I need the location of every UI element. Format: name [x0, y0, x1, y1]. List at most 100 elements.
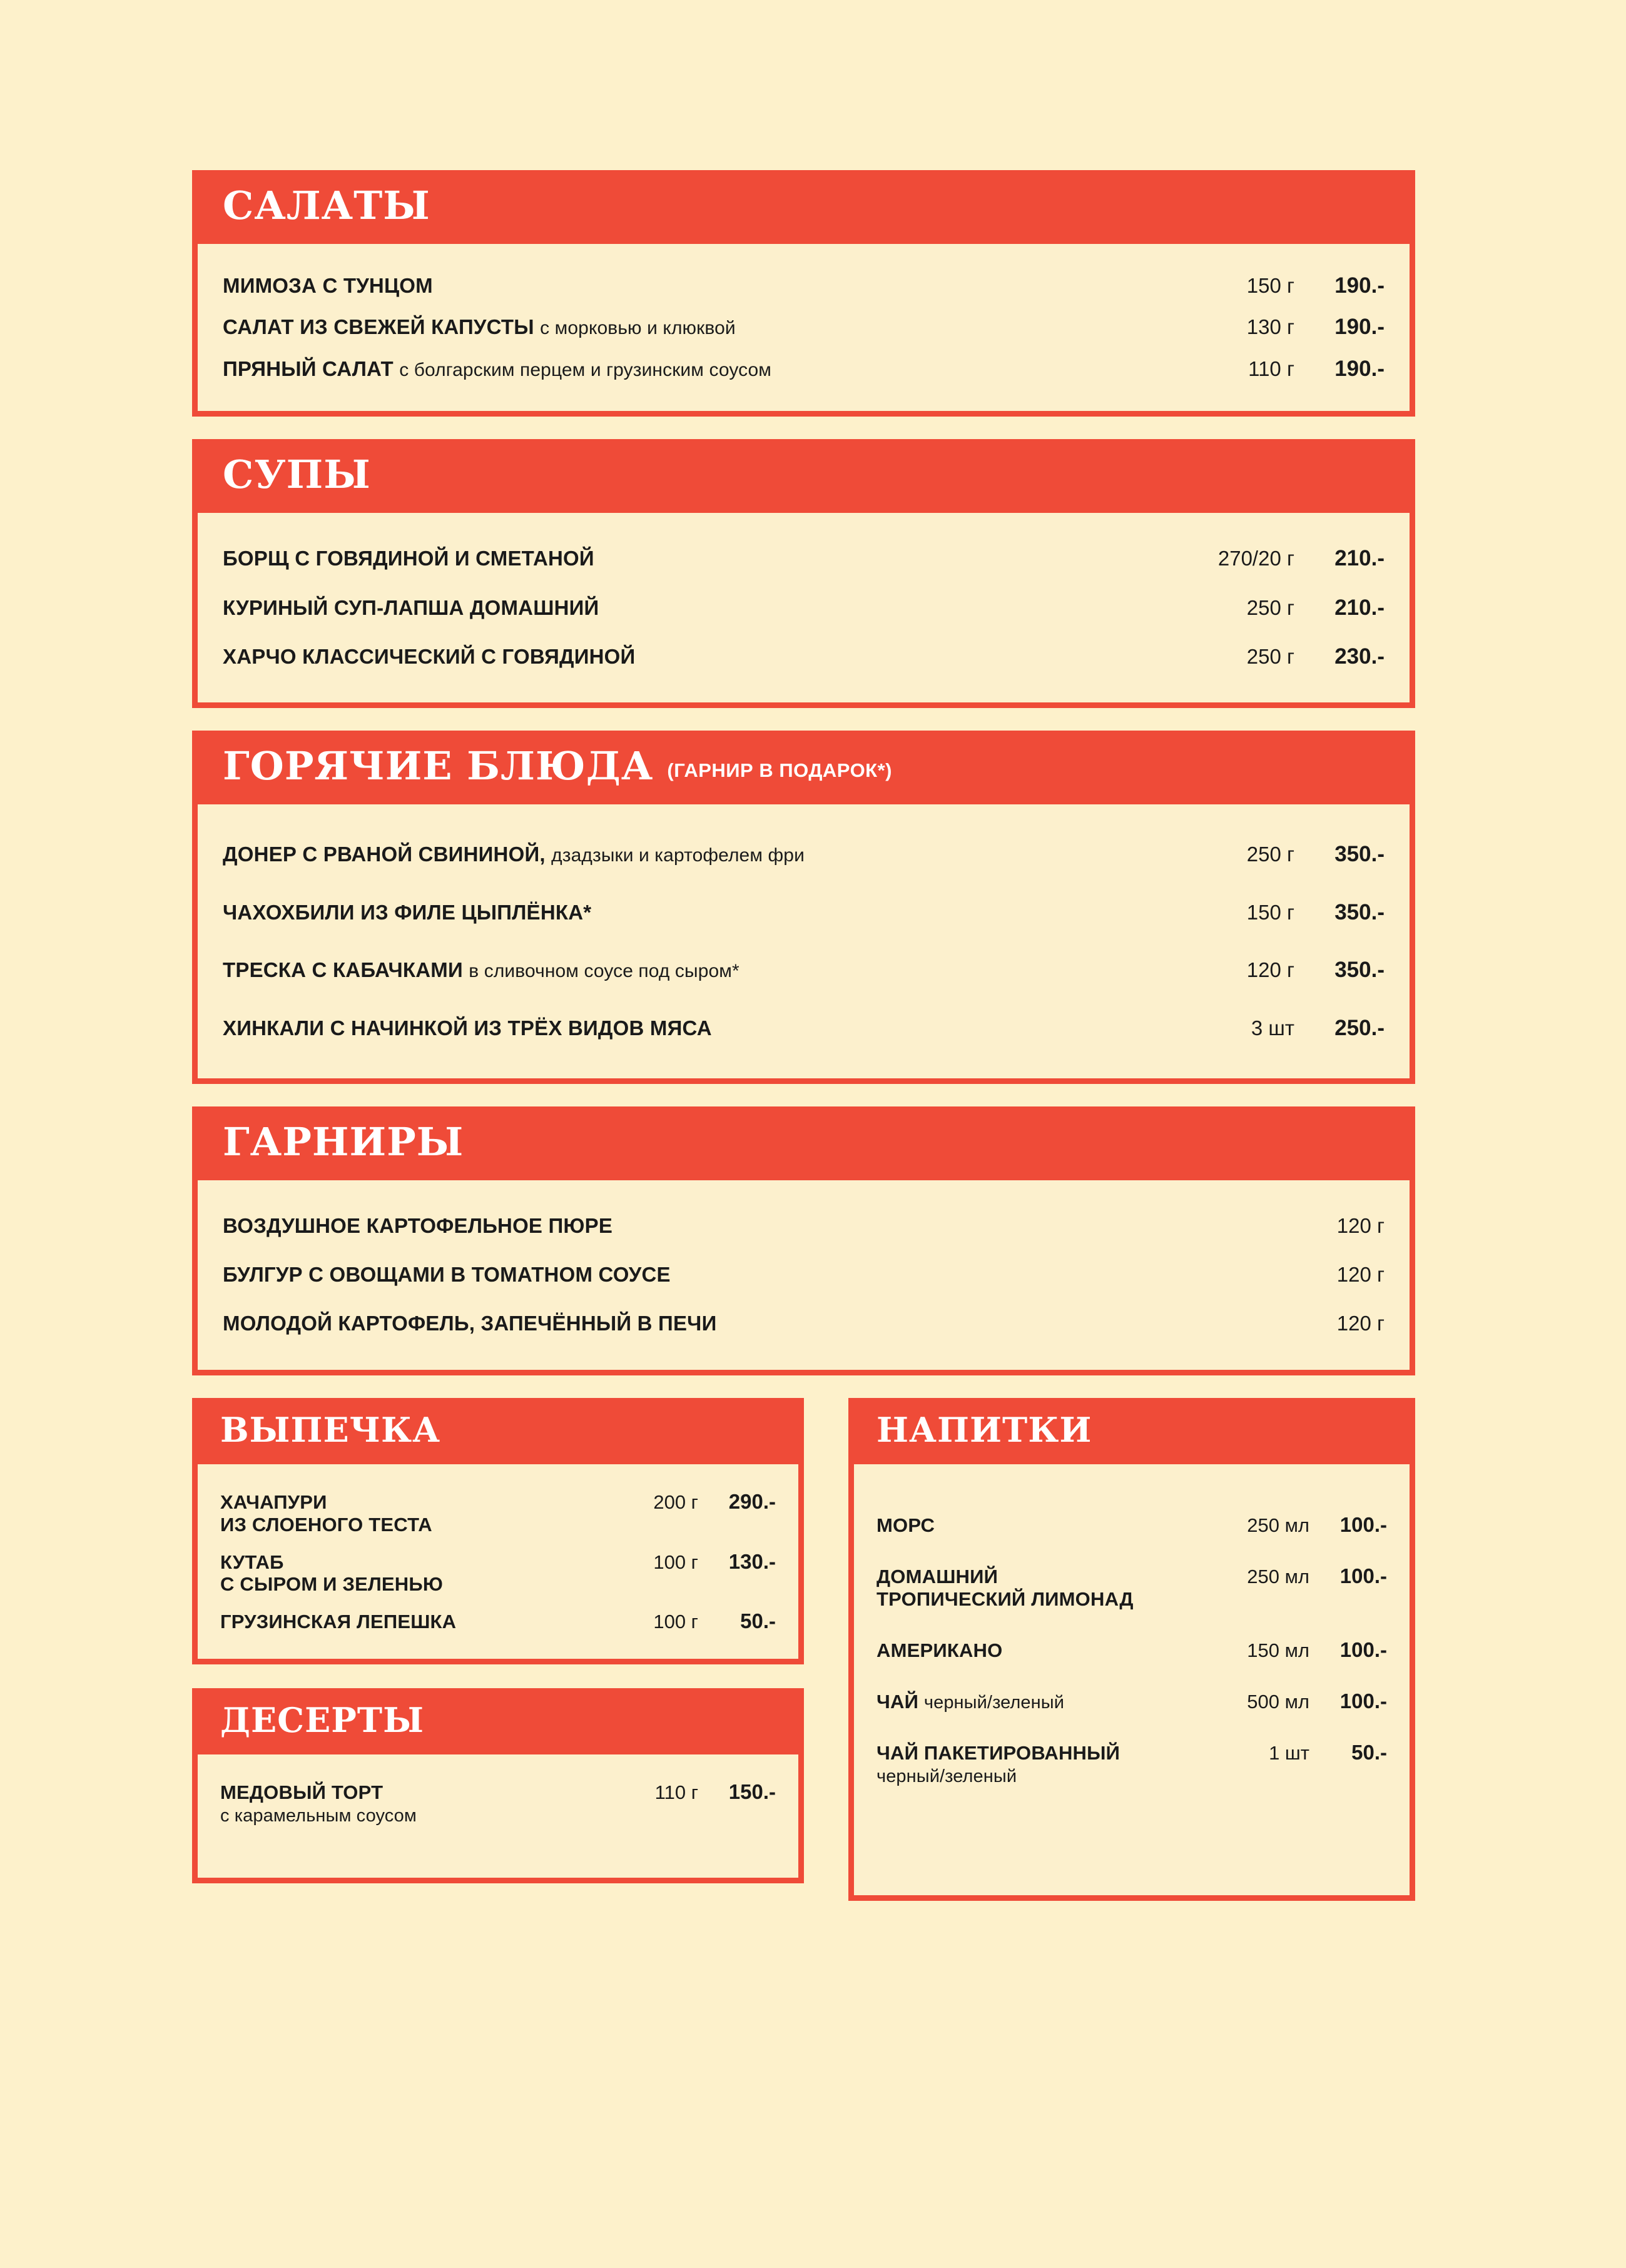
item-price: 50.- [740, 1609, 776, 1633]
menu-item-row: БОРЩ С ГОВЯДИНОЙ И СМЕТАНОЙ 270/20 г 210… [223, 534, 1385, 583]
section-title: САЛАТЫ [223, 183, 430, 228]
section-title: ДЕСЕРТЫ [220, 1700, 424, 1741]
item-price: 100.- [1339, 1564, 1387, 1587]
item-weight: 250 г [1246, 644, 1294, 668]
item-description: черный/зеленый [923, 1692, 1065, 1713]
menu-item-row: МЕДОВЫЙ ТОРТ с карамельным соусом 110 г … [220, 1773, 776, 1834]
menu-item-row: ТРЕСКА С КАБАЧКАМИ в сливочном соусе под… [223, 941, 1385, 1000]
menu-item-row: КУРИНЫЙ СУП-ЛАПША ДОМАШНИЙ 250 г 210.- [223, 584, 1385, 632]
item-name: МОЛОДОЙ КАРТОФЕЛЬ, ЗАПЕЧЁННЫЙ В ПЕЧИ [223, 1312, 717, 1335]
item-name: ХАЧАПУРИ ИЗ СЛОЕНОГО ТЕСТА [220, 1491, 432, 1536]
item-weight: 100 г [653, 1611, 698, 1633]
item-weight: 150 мл [1247, 1639, 1309, 1661]
item-name: ЧАЙ черный/зеленый [877, 1690, 1065, 1713]
section-salads-header: САЛАТЫ [198, 170, 1410, 244]
item-name: КУРИНЫЙ СУП-ЛАПША ДОМАШНИЙ [223, 595, 599, 619]
item-price: 50.- [1351, 1741, 1387, 1764]
section-drinks-items: МОРС 250 мл 100.- ДОМАШНИЙ ТРОПИЧЕСКИЙ Л… [854, 1464, 1410, 1895]
menu-item-row: ЧАХОХБИЛИ ИЗ ФИЛЕ ЦЫПЛЁНКА* 150 г 350.- [223, 884, 1385, 941]
item-price: 230.- [1334, 644, 1385, 669]
item-price: 210.- [1334, 595, 1385, 620]
item-name: ТРЕСКА С КАБАЧКАМИ в сливочном соусе под… [223, 958, 739, 982]
item-price: 190.- [1334, 315, 1385, 340]
item-weight: 250 мл [1247, 1565, 1309, 1587]
menu-item-row: ХАЧАПУРИ ИЗ СЛОЕНОГО ТЕСТА 200 г 290.- [220, 1483, 776, 1543]
item-name-line2: ИЗ СЛОЕНОГО ТЕСТА [220, 1513, 432, 1536]
item-weight: 3 шт [1251, 1016, 1294, 1040]
section-soups-items: БОРЩ С ГОВЯДИНОЙ И СМЕТАНОЙ 270/20 г 210… [198, 513, 1410, 702]
item-name-line2: С СЫРОМ И ЗЕЛЕНЬЮ [220, 1573, 444, 1596]
menu-item-row: ДОНЕР С РВАНОЙ СВИНИНОЙ, дзадзыки и карт… [223, 826, 1385, 884]
item-name: САЛАТ ИЗ СВЕЖЕЙ КАПУСТЫ с морковью и клю… [223, 315, 736, 339]
section-salads: САЛАТЫ МИМОЗА С ТУНЦОМ 150 г 190.- САЛАТ… [192, 170, 1415, 417]
item-name: ДОНЕР С РВАНОЙ СВИНИНОЙ, дзадзыки и карт… [223, 843, 805, 866]
menu-item-row: МОРС 250 мл 100.- [877, 1499, 1387, 1551]
item-name: КУТАБ С СЫРОМ И ЗЕЛЕНЬЮ [220, 1551, 444, 1596]
item-price: 130.- [728, 1549, 776, 1573]
section-drinks-header: НАПИТКИ [854, 1397, 1410, 1464]
section-desserts-header: ДЕСЕРТЫ [198, 1688, 798, 1755]
item-description: с болгарским перцем и грузинским соусом [399, 359, 772, 380]
item-price: 100.- [1339, 1689, 1387, 1713]
item-price: 100.- [1339, 1638, 1387, 1661]
section-salads-items: МИМОЗА С ТУНЦОМ 150 г 190.- САЛАТ ИЗ СВЕ… [198, 244, 1410, 411]
item-name: МИМОЗА С ТУНЦОМ [223, 274, 433, 297]
item-name: ДОМАШНИЙ ТРОПИЧЕСКИЙ ЛИМОНАД [877, 1565, 1134, 1610]
item-name: ХИНКАЛИ С НАЧИНКОЙ ИЗ ТРЁХ ВИДОВ МЯСА [223, 1016, 712, 1040]
section-title: НАПИТКИ [877, 1409, 1092, 1450]
bottom-right-column: НАПИТКИ МОРС 250 мл 100.- ДОМАШНИЙ ТРОПИ… [848, 1397, 1415, 1901]
menu-item-row: ГРУЗИНСКАЯ ЛЕПЕШКА 100 г 50.- [220, 1602, 776, 1640]
item-weight: 130 г [1246, 315, 1294, 339]
item-price: 150.- [728, 1780, 776, 1804]
section-desserts-items: МЕДОВЫЙ ТОРТ с карамельным соусом 110 г … [198, 1754, 798, 1878]
section-title: ГАРНИРЫ [223, 1118, 464, 1165]
item-weight: 1 шт [1269, 1742, 1309, 1764]
item-name: ВОЗДУШНОЕ КАРТОФЕЛЬНОЕ ПЮРЕ [223, 1213, 613, 1237]
item-weight: 150 г [1246, 274, 1294, 297]
item-price: 210.- [1334, 546, 1385, 571]
section-soups-header: СУПЫ [198, 439, 1410, 514]
section-sides: ГАРНИРЫ ВОЗДУШНОЕ КАРТОФЕЛЬНОЕ ПЮРЕ 120 … [192, 1106, 1415, 1375]
section-hot-dishes-header: ГОРЯЧИЕ БЛЮДА (ГАРНИР В ПОДАРОК*) [198, 731, 1410, 805]
section-hot-dishes-items: ДОНЕР С РВАНОЙ СВИНИНОЙ, дзадзыки и карт… [198, 804, 1410, 1078]
section-sides-items: ВОЗДУШНОЕ КАРТОФЕЛЬНОЕ ПЮРЕ 120 г БУЛГУР… [198, 1180, 1410, 1370]
menu-item-row: АМЕРИКАНО 150 мл 100.- [877, 1624, 1387, 1676]
section-hot-dishes: ГОРЯЧИЕ БЛЮДА (ГАРНИР В ПОДАРОК*) ДОНЕР … [192, 731, 1415, 1084]
section-bakery-header: ВЫПЕЧКА [198, 1397, 798, 1464]
item-weight: 120 г [1246, 958, 1294, 982]
item-price: 350.- [1334, 842, 1385, 867]
item-name: АМЕРИКАНО [877, 1639, 1003, 1661]
menu-item-row: БУЛГУР С ОВОЩАМИ В ТОМАТНОМ СОУСЕ 120 г [223, 1250, 1385, 1299]
item-description: черный/зеленый [877, 1766, 1017, 1787]
item-weight: 250 мл [1247, 1514, 1309, 1536]
menu-item-row: САЛАТ ИЗ СВЕЖЕЙ КАПУСТЫ с морковью и клю… [223, 306, 1385, 348]
section-bakery: ВЫПЕЧКА ХАЧАПУРИ ИЗ СЛОЕНОГО ТЕСТА 200 г… [192, 1397, 804, 1665]
menu-item-row: ХАРЧО КЛАССИЧЕСКИЙ С ГОВЯДИНОЙ 250 г 230… [223, 632, 1385, 681]
item-weight: 110 г [1248, 357, 1294, 380]
item-price: 190.- [1334, 356, 1385, 381]
item-price: 350.- [1334, 899, 1385, 924]
section-title: СУПЫ [223, 452, 371, 498]
item-name: ГРУЗИНСКАЯ ЛЕПЕШКА [220, 1611, 457, 1633]
item-description: с морковью и клюквой [540, 318, 736, 339]
item-price: 290.- [728, 1489, 776, 1513]
item-price: 190.- [1334, 273, 1385, 298]
item-name: МЕДОВЫЙ ТОРТ с карамельным соусом [220, 1781, 417, 1826]
menu-item-row: КУТАБ С СЫРОМ И ЗЕЛЕНЬЮ 100 г 130.- [220, 1543, 776, 1603]
section-subtitle: (ГАРНИР В ПОДАРОК*) [667, 759, 892, 782]
item-weight: 500 мл [1247, 1690, 1309, 1713]
item-name: ПРЯНЫЙ САЛАТ с болгарским перцем и грузи… [223, 357, 772, 380]
menu-item-row: МОЛОДОЙ КАРТОФЕЛЬ, ЗАПЕЧЁННЫЙ В ПЕЧИ 120… [223, 1299, 1385, 1348]
item-name: ЧАХОХБИЛИ ИЗ ФИЛЕ ЦЫПЛЁНКА* [223, 900, 592, 924]
item-name: БОРЩ С ГОВЯДИНОЙ И СМЕТАНОЙ [223, 547, 594, 570]
item-weight: 250 г [1246, 843, 1294, 866]
menu-item-row: ЧАЙ черный/зеленый 500 мл 100.- [877, 1676, 1387, 1728]
section-title: ВЫПЕЧКА [220, 1409, 441, 1450]
section-bakery-items: ХАЧАПУРИ ИЗ СЛОЕНОГО ТЕСТА 200 г 290.- К… [198, 1464, 798, 1659]
menu-item-row: ХИНКАЛИ С НАЧИНКОЙ ИЗ ТРЁХ ВИДОВ МЯСА 3 … [223, 1000, 1385, 1057]
item-weight: 100 г [653, 1551, 698, 1573]
item-weight: 120 г [1336, 1213, 1385, 1237]
item-description: дзадзыки и картофелем фри [551, 845, 805, 866]
section-soups: СУПЫ БОРЩ С ГОВЯДИНОЙ И СМЕТАНОЙ 270/20 … [192, 439, 1415, 709]
